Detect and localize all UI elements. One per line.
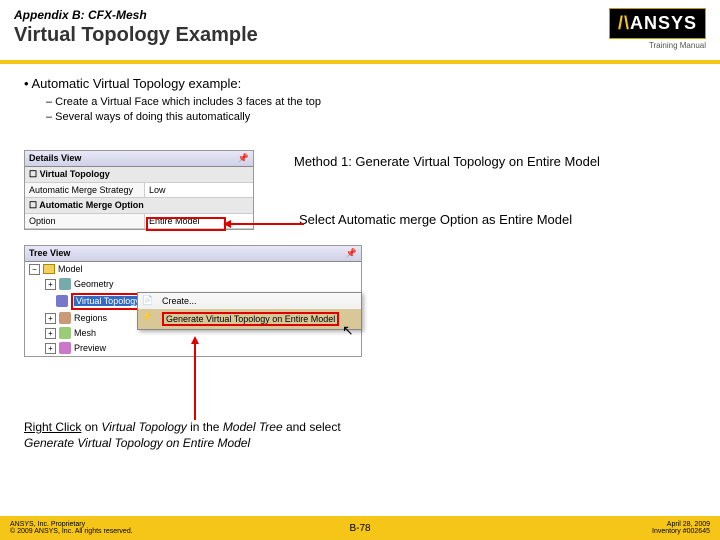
details-view-panel: Details View 📌 ☐ Virtual Topology Automa… [24,150,254,230]
arrow-2 [194,342,196,420]
instr-rightclick: Right Click [24,420,81,434]
page-title: Virtual Topology Example [14,24,609,47]
footer-proprietary: ANSYS, Inc. Proprietary [10,521,133,528]
expand-icon[interactable]: + [45,343,56,354]
tree-regions-label: Regions [74,312,107,325]
row-option[interactable]: Option Entire Model [25,214,253,229]
expand-icon[interactable]: + [45,279,56,290]
pin-icon[interactable]: 📌 [238,153,249,164]
row-option-value[interactable]: Entire Model [145,214,253,228]
tree-mesh-label: Mesh [74,327,96,340]
instr-line2: Generate Virtual Topology on Entire Mode… [24,436,250,450]
tree-model[interactable]: − Model [25,262,361,277]
instr-vtopo: Virtual Topology [101,420,186,434]
row-strategy-label: Automatic Merge Strategy [25,183,145,197]
details-title-text: Details View [29,153,81,164]
footer-left: ANSYS, Inc. Proprietary © 2009 ANSYS, In… [10,521,133,535]
menu-generate-vtopo[interactable]: ⚡ Generate Virtual Topology on Entire Mo… [138,309,361,329]
select-text: Select Automatic merge Option as Entire … [299,212,572,227]
arrow-1 [229,223,304,225]
row-option-label: Option [25,214,145,228]
footer: ANSYS, Inc. Proprietary © 2009 ANSYS, In… [0,516,720,540]
footer-right: April 28, 2009 Inventory #002645 [652,521,710,535]
tree-geometry-label: Geometry [74,278,114,291]
details-title: Details View 📌 [25,151,253,167]
pin-icon[interactable]: 📌 [346,248,357,259]
footer-date: April 28, 2009 [652,521,710,528]
context-menu: 📄 Create... ⚡ Generate Virtual Topology … [137,292,362,330]
tree-geometry[interactable]: + Geometry [25,277,361,292]
generate-icon: ⚡ [142,311,156,325]
preview-icon [59,342,71,354]
bullet-sub-2: – Several ways of doing this automatical… [46,110,696,125]
cursor-icon: ↖ [342,322,354,339]
tree-title: Tree View 📌 [25,246,361,262]
instr-modeltree: Model Tree [223,420,283,434]
geometry-icon [59,278,71,290]
tree-vtopo-label: Virtual Topology [74,296,142,306]
menu-create-label: Create... [162,296,197,306]
footer-inventory: Inventory #002645 [652,528,710,535]
row-strategy[interactable]: Automatic Merge Strategy Low [25,183,253,198]
bullet-main: • Automatic Virtual Topology example: [24,76,696,91]
content-area: • Automatic Virtual Topology example: – … [0,64,720,350]
method1-text: Method 1: Generate Virtual Topology on E… [294,154,600,169]
create-icon: 📄 [142,295,156,309]
collapse-icon[interactable]: − [29,264,40,275]
expand-icon[interactable]: + [45,313,56,324]
mesh-icon [59,327,71,339]
instruction-text: Right Click on Virtual Topology in the M… [24,420,341,451]
ansys-logo: /\ANSYS [609,8,706,39]
section-vtopo[interactable]: ☐ Virtual Topology [25,167,253,183]
tree-preview-label: Preview [74,342,106,355]
highlight-box-3: Generate Virtual Topology on Entire Mode… [162,312,339,326]
expand-icon[interactable]: + [45,328,56,339]
highlight-box-2: Virtual Topology [71,293,145,310]
training-manual-label: Training Manual [609,41,706,50]
vtopo-icon [56,295,68,307]
folder-icon [43,264,55,274]
menu-generate-label: Generate Virtual Topology on Entire Mode… [166,314,335,324]
bullet-sub-1: – Create a Virtual Face which includes 3… [46,95,696,110]
tree-model-label: Model [58,263,83,276]
header: Appendix B: CFX-Mesh Virtual Topology Ex… [0,0,720,54]
tree-title-text: Tree View [29,248,70,259]
panels-area: Method 1: Generate Virtual Topology on E… [24,150,696,350]
menu-create[interactable]: 📄 Create... [138,293,361,309]
logo-area: /\ANSYS Training Manual [609,8,706,50]
appendix-label: Appendix B: CFX-Mesh [14,8,609,22]
row-strategy-value[interactable]: Low [145,183,253,197]
footer-copyright: © 2009 ANSYS, Inc. All rights reserved. [10,528,133,535]
regions-icon [59,312,71,324]
section-merge-option[interactable]: ☐ Automatic Merge Option [25,198,253,214]
footer-page: B-78 [349,523,370,534]
